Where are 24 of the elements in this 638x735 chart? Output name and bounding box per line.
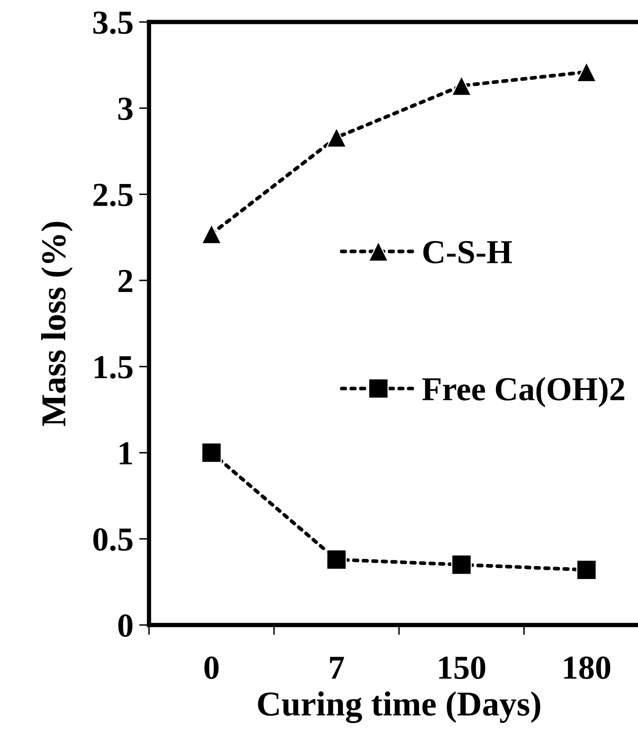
y-tick-label: 2 xyxy=(118,270,132,292)
x-tick-label: 0 xyxy=(204,656,219,680)
point xyxy=(451,554,472,575)
y-tick-label: 3 xyxy=(118,98,133,120)
legend-label: C-S-H xyxy=(423,240,512,264)
point xyxy=(326,549,347,570)
y-tick-label: 1 xyxy=(120,442,132,464)
point xyxy=(326,127,347,148)
x-tick-label: 150 xyxy=(439,656,486,680)
x-axis-title: Curing time (Days) xyxy=(258,691,540,724)
point xyxy=(576,62,597,82)
y-axis-title: Mass loss (%) xyxy=(41,222,73,426)
point xyxy=(201,224,222,244)
x-tick-label: 7 xyxy=(330,656,344,679)
y-tick-label: 0 xyxy=(118,614,132,637)
y-tick-label: 0.5 xyxy=(93,528,133,551)
y-tick-label: 2.5 xyxy=(93,184,133,206)
point xyxy=(451,75,472,96)
point xyxy=(201,442,222,463)
legend-label: Free Ca(OH)2 xyxy=(422,377,624,408)
x-tick-label: 180 xyxy=(564,656,610,680)
point xyxy=(576,560,597,580)
y-tick-label: 1.5 xyxy=(94,356,133,379)
y-tick-label: 3.5 xyxy=(93,11,133,34)
